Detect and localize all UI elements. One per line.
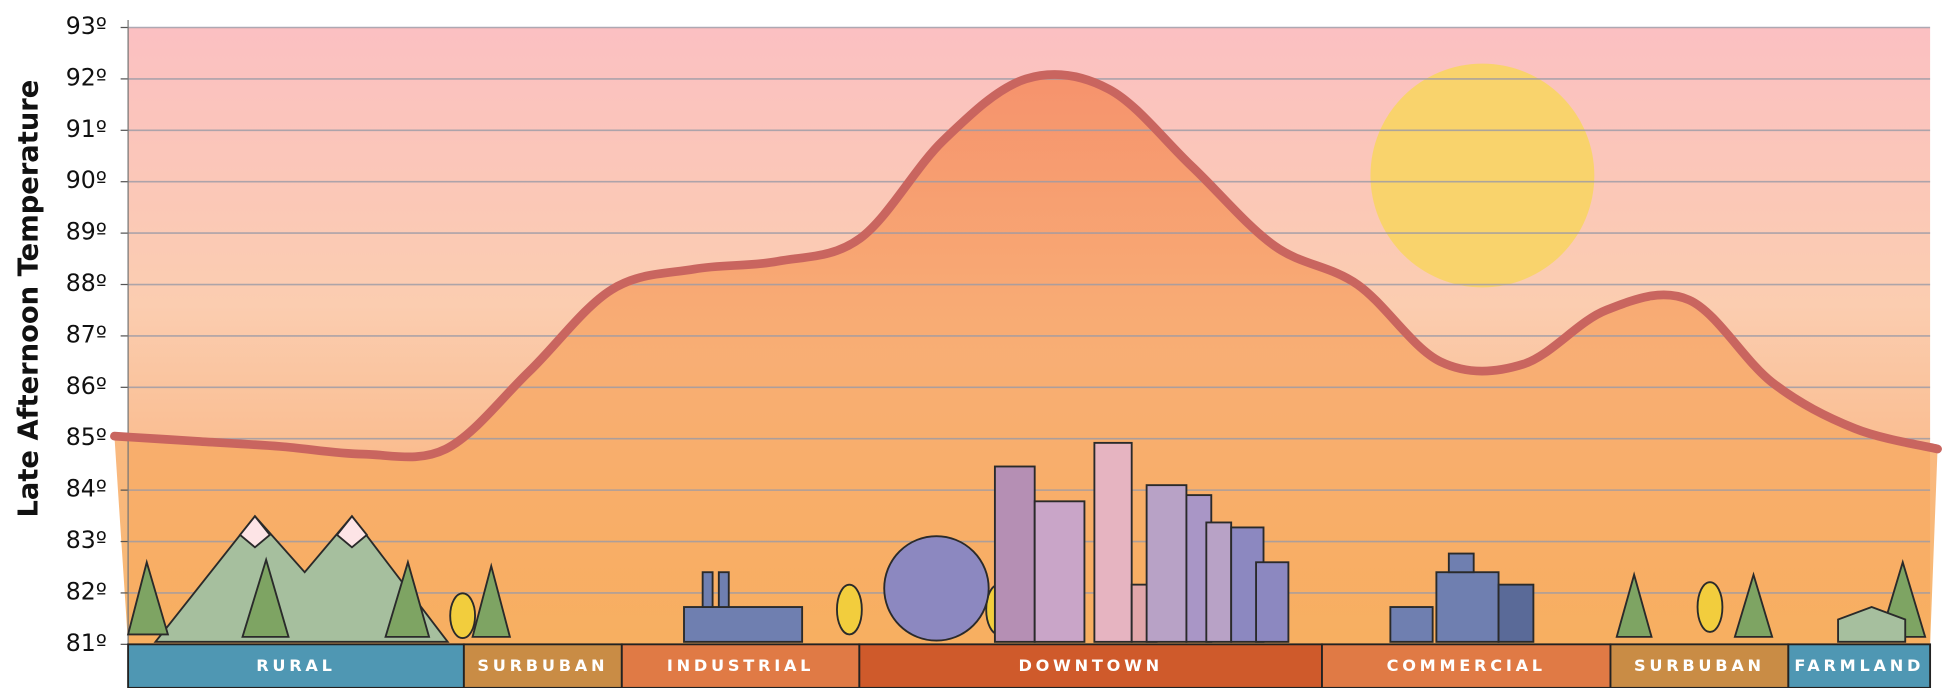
zone-band	[1321, 643, 1612, 688]
y-tick-label: 82º	[66, 577, 107, 605]
zone-label: DOWNTOWN	[1018, 656, 1162, 675]
zone-label: RURAL	[256, 656, 335, 675]
zone-label: SURBUBAN	[1634, 656, 1765, 675]
zone-band	[127, 643, 465, 688]
sun	[1370, 63, 1595, 288]
zone-label: FARMLAND	[1794, 656, 1924, 675]
y-tick-label: 87º	[66, 320, 107, 348]
y-tick-label: 92º	[66, 63, 107, 91]
y-tick-label: 86º	[66, 372, 107, 400]
y-tick-label: 85º	[66, 423, 107, 451]
y-tick-label: 84º	[66, 475, 107, 503]
y-tick-label: 91º	[66, 115, 107, 143]
zone-band	[1787, 643, 1932, 688]
y-axis-title: Late Afternoon Temperature	[13, 80, 44, 518]
y-tick-label: 90º	[66, 166, 107, 194]
y-tick-label: 93º	[66, 12, 107, 40]
zone-label: SURBUBAN	[477, 656, 608, 675]
y-tick-label: 83º	[66, 526, 107, 554]
y-tick-label: 88º	[66, 269, 107, 297]
zone-label: COMMERCIAL	[1387, 656, 1546, 675]
y-tick-label: 89º	[66, 218, 107, 246]
scenery	[126, 441, 1927, 643]
zone-band	[620, 643, 861, 688]
y-tick-label: 81º	[66, 629, 107, 657]
zone-band	[858, 643, 1323, 688]
zone-label: INDUSTRIAL	[667, 656, 814, 675]
heat-area	[114, 75, 1937, 645]
temperature-line	[110, 70, 1942, 462]
